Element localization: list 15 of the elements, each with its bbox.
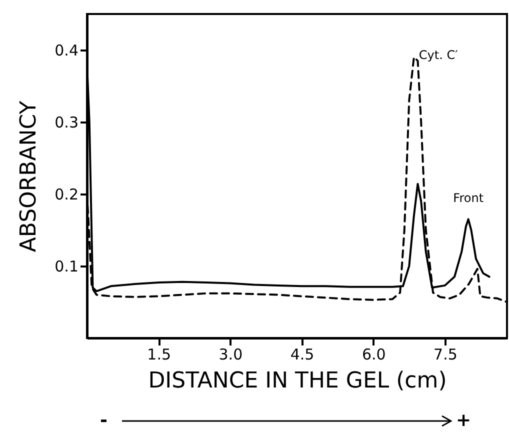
- y-tick-label: 0.2: [54, 186, 78, 204]
- x-axis-title: DISTANCE IN THE GEL (cm): [148, 368, 447, 394]
- x-tick-label: 4.5: [290, 346, 314, 364]
- annotation: Cyt. C′: [418, 48, 458, 62]
- text: -: [100, 410, 108, 431]
- y-tick-label: 0.1: [54, 258, 78, 276]
- x-tick-label: 6.0: [362, 346, 386, 364]
- y-tick-label: 0.4: [54, 42, 78, 60]
- y-axis-title: ABSORBANCY: [16, 100, 42, 252]
- text: +: [456, 410, 472, 431]
- annotation: Front: [453, 191, 484, 206]
- x-tick-label: 1.5: [147, 346, 172, 364]
- y-tick-label: 0.3: [54, 114, 78, 132]
- x-tick-label: 3.0: [218, 346, 243, 364]
- x-tick-label: 7.5: [434, 346, 458, 364]
